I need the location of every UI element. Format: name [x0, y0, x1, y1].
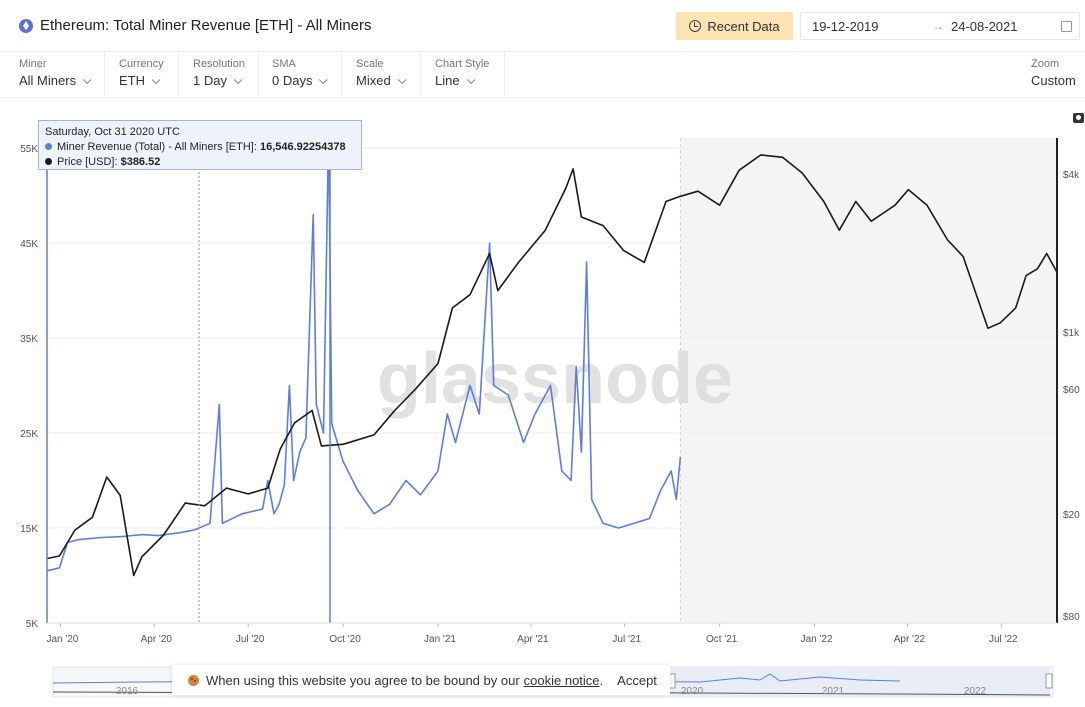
cookie-notice-link[interactable]: cookie notice: [523, 672, 600, 688]
sma-select[interactable]: SMA 0 Days: [272, 52, 328, 98]
cookie-period: .: [599, 672, 604, 688]
scale-select[interactable]: Scale Mixed: [356, 52, 407, 98]
resolution-select[interactable]: Resolution 1 Day: [193, 52, 245, 98]
navigator-right-handle[interactable]: [1045, 673, 1053, 689]
chart-tooltip: Saturday, Oct 31 2020 UTC Miner Revenue …: [38, 120, 362, 170]
currency-label: Currency: [119, 58, 164, 70]
navigator-year-label: 2022: [964, 686, 987, 697]
x-tick-label: Jul '22: [989, 634, 1018, 645]
y-right-tick-label: $1k: [1063, 328, 1080, 339]
y-right-tick-label: $4k: [1063, 170, 1080, 181]
x-tick-label: Apr '21: [517, 634, 549, 645]
miner-revenue-chart[interactable]: glassnode 5K 15K 25K 35K 45K 55K $4k $1k $60 $20 $…: [0, 98, 1085, 707]
x-tick-label: Oct '21: [706, 634, 738, 645]
divider: [504, 52, 505, 98]
recent-data-button[interactable]: Recent Data: [676, 12, 793, 40]
y-left-tick-label: 15K: [20, 524, 38, 535]
miner-select[interactable]: Miner All Miners: [19, 52, 92, 98]
chevron-down-icon: [319, 75, 328, 85]
chart-style-value: Line: [435, 73, 460, 88]
glassnode-watermark: glassnode: [377, 339, 733, 419]
chevron-down-icon: [466, 75, 475, 85]
chart-style-select[interactable]: Chart Style Line: [435, 52, 489, 98]
miner-revenue-series-line[interactable]: [46, 128, 682, 572]
chart-header: Ethereum: Total Miner Revenue [ETH] - Al…: [0, 0, 1085, 52]
chart-title: Ethereum: Total Miner Revenue [ETH] - Al…: [40, 17, 372, 34]
cookie-text: When using this website you agree to be …: [206, 672, 520, 688]
resolution-value: 1 Day: [193, 73, 227, 88]
chart-toolbar: Miner All Miners Currency ETH Resolution…: [0, 52, 1085, 98]
zoom-label: Zoom: [1031, 58, 1060, 70]
navigator-selected-window[interactable]: [672, 667, 1050, 697]
x-tick-label: Jul '21: [612, 634, 641, 645]
zoom-value: Custom: [1031, 73, 1076, 88]
date-end-input[interactable]: 24-08-2021: [951, 19, 1018, 34]
divider: [258, 52, 259, 98]
camera-icon[interactable]: [1073, 113, 1084, 123]
price-series-line[interactable]: [46, 154, 1058, 577]
navigator-year-label: 2021: [822, 686, 845, 697]
cookie-icon: [188, 674, 199, 686]
divider: [104, 52, 105, 98]
resolution-label: Resolution: [193, 58, 245, 70]
sma-value: 0 Days: [272, 73, 313, 88]
currency-value: ETH: [119, 73, 145, 88]
miner-label: Miner: [19, 58, 47, 70]
x-tick-label: Jan '22: [801, 634, 833, 645]
scale-label: Scale: [356, 58, 384, 70]
clock-icon: [689, 20, 702, 32]
x-tick-label: Jan '21: [424, 634, 456, 645]
tooltip-revenue-value: 16,546.92254378: [259, 141, 346, 153]
zoom-select[interactable]: Zoom Custom: [1031, 52, 1076, 98]
calendar-icon[interactable]: [1061, 21, 1072, 32]
x-tick-label: Jul '20: [236, 634, 265, 645]
tooltip-date: Saturday, Oct 31 2020 UTC: [45, 126, 180, 138]
divider: [178, 52, 179, 98]
recent-data-label: Recent Data: [707, 18, 780, 34]
y-right-tick-label: $60: [1063, 385, 1080, 396]
cookie-banner: When using this website you agree to be …: [172, 665, 670, 695]
navigator-year-label: 2020: [681, 686, 704, 697]
x-tick-label: Apr '20: [141, 634, 173, 645]
tooltip-price-label: Price [USD]:: [57, 156, 118, 168]
y-left-tick-label: 5K: [26, 619, 39, 630]
x-tick-label: Apr '22: [894, 634, 926, 645]
tooltip-price-value: $386.52: [120, 156, 161, 168]
future-shaded-region: [680, 138, 1057, 623]
revenue-legend-dot: [45, 143, 52, 150]
y-right-tick-label: $80: [1063, 612, 1080, 623]
y-left-tick-label: 55K: [20, 144, 38, 155]
chevron-down-icon: [82, 75, 92, 85]
miner-value: All Miners: [19, 73, 77, 88]
chart-style-label: Chart Style: [435, 58, 490, 70]
chevron-down-icon: [151, 75, 161, 85]
ethereum-icon: [19, 19, 33, 33]
sma-label: SMA: [272, 58, 296, 70]
chevron-down-icon: [397, 75, 407, 85]
scale-value: Mixed: [356, 73, 391, 88]
price-legend-dot: [45, 158, 52, 165]
navigator-year-label: 2016: [116, 686, 139, 697]
divider: [341, 52, 342, 98]
date-arrow-icon: →: [932, 19, 944, 33]
chevron-down-icon: [233, 75, 243, 85]
x-tick-label: Jan '20: [46, 634, 78, 645]
date-range-picker[interactable]: 19-12-2019 → 24-08-2021: [800, 12, 1080, 40]
tooltip-revenue-label: Miner Revenue (Total) - All Miners [ETH]…: [57, 141, 257, 153]
date-start-input[interactable]: 19-12-2019: [812, 19, 879, 34]
y-left-tick-label: 45K: [20, 239, 38, 250]
x-tick-label: Oct '20: [329, 634, 361, 645]
y-right-tick-label: $20: [1063, 510, 1080, 521]
cookie-accept-button[interactable]: Accept: [617, 672, 657, 688]
divider: [420, 52, 421, 98]
y-left-tick-label: 25K: [20, 429, 38, 440]
currency-select[interactable]: Currency ETH: [119, 52, 164, 98]
y-left-tick-label: 35K: [20, 334, 38, 345]
